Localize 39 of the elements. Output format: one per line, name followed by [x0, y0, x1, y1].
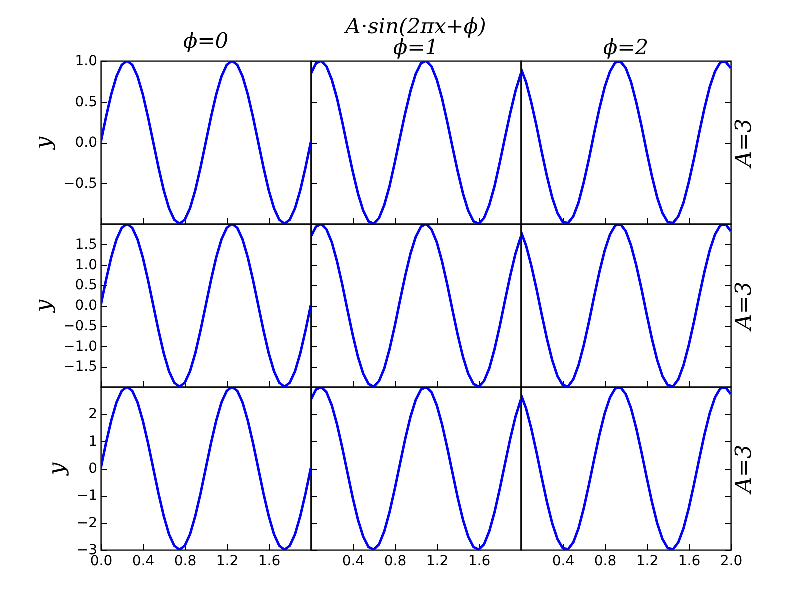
x-tick-label: 0.8	[594, 554, 617, 570]
x-tick-label: 1.2	[426, 554, 449, 570]
y-tick-label: 0	[88, 461, 98, 477]
y-tick-label: 1	[88, 434, 98, 450]
x-tick-label: 0.8	[174, 554, 197, 570]
chart-title: A⋅sin(2πx+ϕ)	[344, 14, 486, 38]
y-tick-label: 0.5	[75, 278, 98, 294]
x-tick-label: 1.6	[258, 554, 281, 570]
y-tick-label: −1.0	[64, 338, 98, 355]
x-tick-label: 0.4	[132, 554, 155, 570]
y-tick-label: 0.0	[75, 135, 98, 151]
y-axis-title: y	[32, 136, 57, 150]
y-tick-label: 1.0	[75, 54, 98, 70]
y-tick-label: 0.5	[75, 94, 98, 110]
y-tick-label: −1	[76, 488, 98, 504]
chart-subtitle: ϕ=0	[183, 29, 229, 53]
x-tick-label: 1.2	[216, 554, 239, 570]
y2-axis-title: A=3	[732, 282, 757, 332]
y2-axis-title: A=3	[732, 444, 757, 496]
chart-subtitle: ϕ=1	[393, 36, 439, 60]
y-axis-title: y	[44, 462, 70, 476]
y-tick-label: 2	[88, 406, 98, 423]
x-tick-label: 0.4	[342, 554, 365, 570]
y-tick-label: −0.5	[64, 318, 98, 334]
y-tick-label: −2	[76, 515, 98, 532]
x-tick-label: 0.4	[552, 554, 575, 570]
x-tick-label: 2.0	[720, 554, 743, 570]
y-axis-title: y	[32, 299, 57, 314]
y-tick-label: 0.0	[75, 298, 98, 314]
x-tick-label: 1.6	[468, 554, 491, 570]
x-tick-label: 1.6	[678, 554, 701, 570]
chart-subtitle: ϕ=2	[603, 36, 649, 60]
x-tick-label: 0.8	[384, 554, 407, 570]
y2-axis-title: A=3	[732, 118, 757, 170]
y-tick-label: 1.5	[75, 236, 98, 253]
x-tick-label: 1.2	[636, 554, 659, 570]
y-tick-label: −1.5	[64, 359, 98, 376]
y-tick-label: −0.5	[64, 176, 98, 192]
y-tick-label: 1.0	[75, 257, 98, 274]
